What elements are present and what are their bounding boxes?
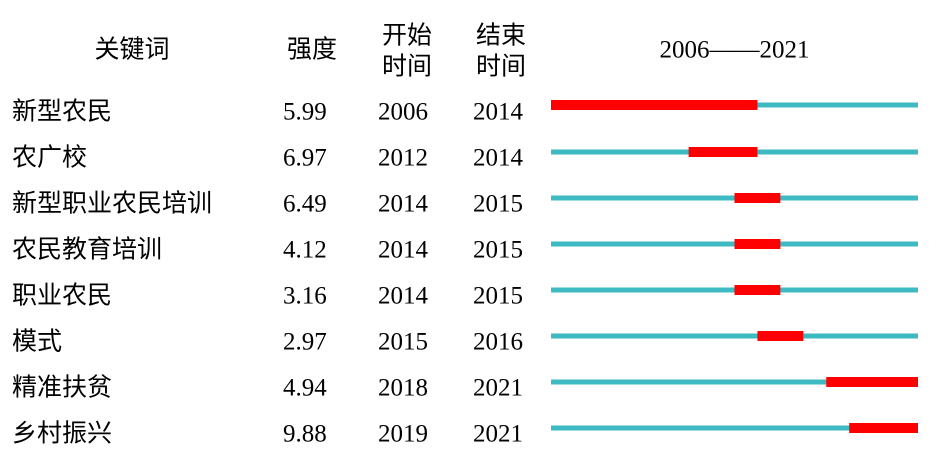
burst-bar — [734, 193, 781, 203]
column-header: 结束 — [476, 22, 526, 50]
cell-end: 2021 — [473, 421, 523, 448]
column-header: 时间 — [476, 53, 526, 81]
cell-begin: 2018 — [378, 375, 428, 402]
cell-end: 2015 — [473, 191, 523, 218]
burst-bar — [551, 100, 758, 110]
cell-keyword: 职业农民 — [12, 282, 112, 310]
timeline-base — [551, 379, 918, 385]
burst-bar — [757, 331, 804, 341]
cell-begin: 2019 — [378, 421, 428, 448]
cell-keyword: 农民教育培训 — [12, 236, 162, 264]
cell-strength: 9.88 — [283, 421, 327, 448]
cell-end: 2015 — [473, 283, 523, 310]
cell-end: 2021 — [473, 375, 523, 402]
cell-strength: 4.12 — [283, 237, 327, 264]
burst-bar — [849, 423, 918, 433]
timeline-base — [551, 333, 918, 339]
cell-keyword: 新型农民 — [12, 98, 112, 126]
cell-keyword: 精准扶贫 — [12, 374, 112, 402]
timeline-base — [551, 425, 918, 431]
cell-begin: 2006 — [378, 99, 428, 126]
column-header: 时间 — [382, 53, 432, 81]
cell-begin: 2014 — [378, 191, 429, 218]
column-header: 关键词 — [94, 36, 169, 64]
cell-strength: 6.97 — [283, 145, 327, 172]
cell-end: 2015 — [473, 237, 523, 264]
timeline-header: 2006——2021 — [660, 37, 810, 64]
cell-end: 2014 — [473, 99, 524, 126]
cell-strength: 6.49 — [283, 191, 327, 218]
cell-strength: 3.16 — [283, 283, 327, 310]
column-header: 开始 — [382, 22, 432, 50]
burst-bar — [688, 147, 758, 157]
cell-end: 2016 — [473, 329, 523, 356]
cell-strength: 2.97 — [283, 329, 327, 356]
burst-bar — [826, 377, 918, 387]
cell-strength: 4.94 — [283, 375, 327, 402]
cell-keyword: 模式 — [12, 328, 62, 356]
cell-begin: 2012 — [378, 145, 428, 172]
cell-keyword: 农广校 — [12, 144, 87, 172]
cell-strength: 5.99 — [283, 99, 327, 126]
column-header: 强度 — [287, 36, 337, 64]
cell-keyword: 新型职业农民培训 — [12, 190, 212, 218]
burst-bar — [734, 285, 781, 295]
burst-bar — [734, 239, 781, 249]
cell-keyword: 乡村振兴 — [12, 420, 112, 448]
cell-begin: 2014 — [378, 237, 429, 264]
cell-end: 2014 — [473, 145, 524, 172]
cell-begin: 2015 — [378, 329, 428, 356]
cell-begin: 2014 — [378, 283, 429, 310]
